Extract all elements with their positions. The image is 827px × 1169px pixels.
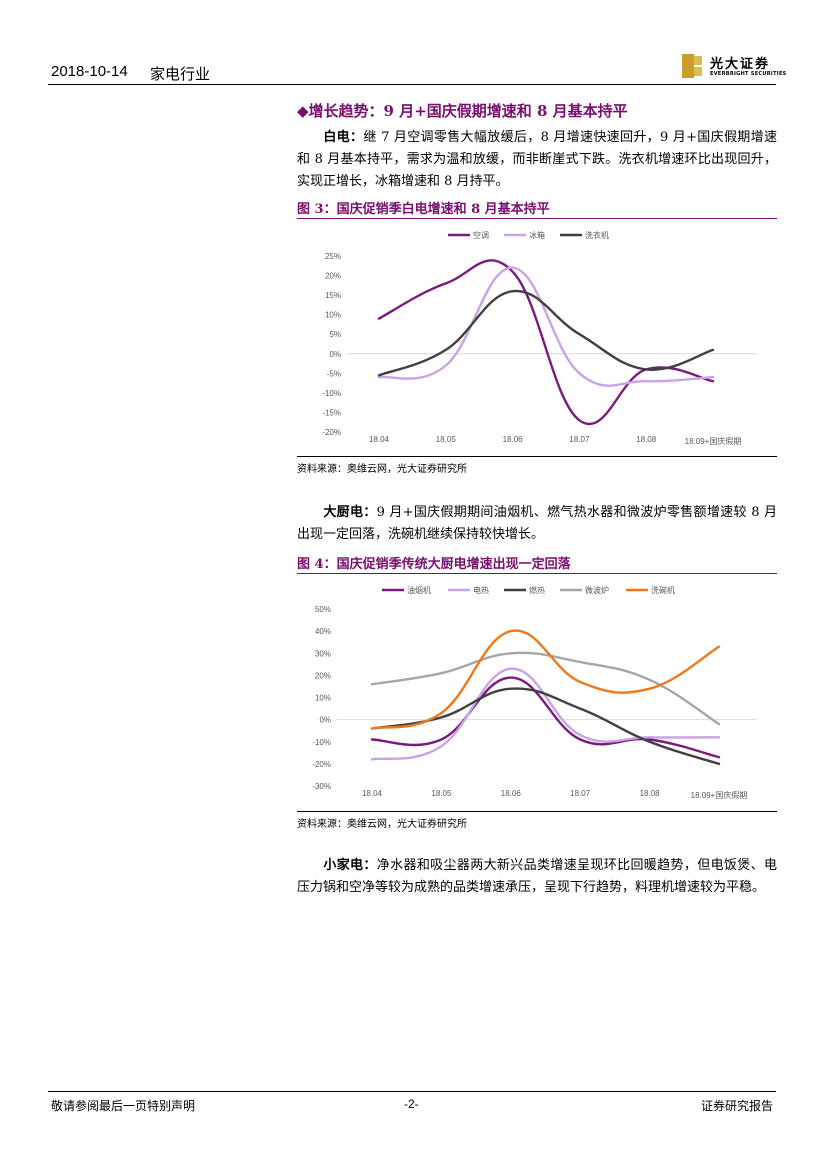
x-tick-label: 18.06 [501,789,522,798]
figure-4-top-rule [297,573,777,574]
y-tick-label: -20% [312,760,331,769]
section-heading: ◆增长趋势：9 月+国庆假期增速和 8 月基本持平 [297,102,628,120]
x-tick-label: 18.05 [436,435,457,444]
y-tick-label: 30% [315,649,331,658]
legend-label: 电热 [473,585,489,595]
x-tick-label: 18.08 [640,789,661,798]
y-tick-label: 40% [315,627,331,636]
y-tick-label: -30% [312,782,331,791]
legend-label: 洗衣机 [585,230,609,240]
x-tick-label: 18.05 [431,789,452,798]
y-tick-label: 20% [325,272,341,281]
y-tick-label: 50% [315,605,331,614]
x-tick-label: 18.07 [569,435,590,444]
legend-label: 空调 [473,230,489,240]
figure-3-title: 图 3：国庆促销季白电增速和 8 月基本持平 [297,202,550,217]
figure-3-chart: 25% 20% 15% 10% 5% 0% -5% -10% -15% -20% 18.04 18.0… [322,230,757,446]
report-date: 2018-10-14 [51,63,128,80]
series-line [377,259,715,426]
y-tick-label: -5% [327,369,341,378]
series-line [370,667,721,761]
legend-label: 燃热 [529,585,545,595]
y-tick-label: -10% [312,738,331,747]
paragraph-small-appliances: 小家电：净水器和吸尘器两大新兴品类增速呈现环比回暖趋势，但电饭煲、电压力锅和空净… [297,855,777,899]
figure-4-source: 资料来源：奥维云网，光大证券研究所 [297,819,467,830]
report-industry: 家电行业 [150,65,211,83]
footer-report-type: 证券研究报告 [701,1099,774,1113]
series-line [370,651,721,726]
logo-text-en: EVERBRIGHT SECURITIES [710,71,787,77]
series-line [370,629,721,730]
everbright-logo-icon [682,54,702,78]
figure-3-bottom-rule [297,456,777,457]
series-line [377,289,715,377]
y-tick-label: 10% [315,694,331,703]
footer-disclaimer: 敬请参阅最后一页特别声明 [51,1099,196,1113]
series-line [370,687,721,766]
paragraph-lead: 白电： [323,130,364,145]
x-tick-label: 18.04 [362,789,383,798]
logo-text-cn: 光大证券 [710,57,771,72]
page-number: -2- [404,1097,419,1111]
x-tick-label: 18.06 [503,435,524,444]
figure-4-chart: 50% 40% 30% 20% 10% 0% -10% -20% -30% 18.04 18.05 1… [312,585,757,800]
y-tick-label: 0% [329,350,341,359]
figure-3-source: 资料来源：奥维云网，光大证券研究所 [297,464,467,475]
legend-label: 冰箱 [529,230,545,240]
y-tick-label: 10% [325,311,341,320]
x-tick-label: 18.09+国庆假期 [691,790,748,800]
paragraph-text: 净水器和吸尘器两大新兴品类增速呈现环比回暖趋势，但电饭煲、电压力锅和空净等较为成… [297,858,777,895]
figure-3-top-rule [297,218,777,219]
paragraph-text: 9 月+国庆假期期间油烟机、燃气热水器和微波炉零售额增速较 8 月出现一定回落，… [297,505,777,542]
y-tick-label: 5% [329,330,341,339]
footer-divider [48,1091,776,1092]
y-tick-label: 15% [325,291,341,300]
y-tick-label: 25% [325,252,341,261]
x-tick-label: 18.08 [636,435,657,444]
figure-4-bottom-rule [297,811,777,812]
y-tick-label: -15% [322,408,341,417]
paragraph-text: 继 7 月空调零售大幅放缓后，8 月增速快速回升，9 月+国庆假期增速和 8 月… [297,130,777,189]
y-tick-label: -20% [322,428,341,437]
figure-4-title: 图 4：国庆促销季传统大厨电增速出现一定回落 [297,557,571,572]
legend-label: 微波炉 [585,585,609,595]
legend-label: 油烟机 [407,585,431,595]
y-tick-label: 20% [315,671,331,680]
series-line [370,676,721,759]
paragraph-kitchen: 大厨电：9 月+国庆假期期间油烟机、燃气热水器和微波炉零售额增速较 8 月出现一… [297,502,777,546]
header-divider [48,84,776,85]
x-tick-label: 18.04 [369,435,390,444]
y-tick-label: 0% [319,716,331,725]
y-tick-label: -10% [322,389,341,398]
paragraph-white-goods: 白电：继 7 月空调零售大幅放缓后，8 月增速快速回升，9 月+国庆假期增速和 … [297,127,777,193]
legend-label: 洗碗机 [651,585,675,595]
x-tick-label: 18.09+国庆假期 [685,436,742,446]
x-tick-label: 18.07 [570,789,591,798]
paragraph-lead: 大厨电： [323,505,377,520]
paragraph-lead: 小家电： [323,858,377,873]
